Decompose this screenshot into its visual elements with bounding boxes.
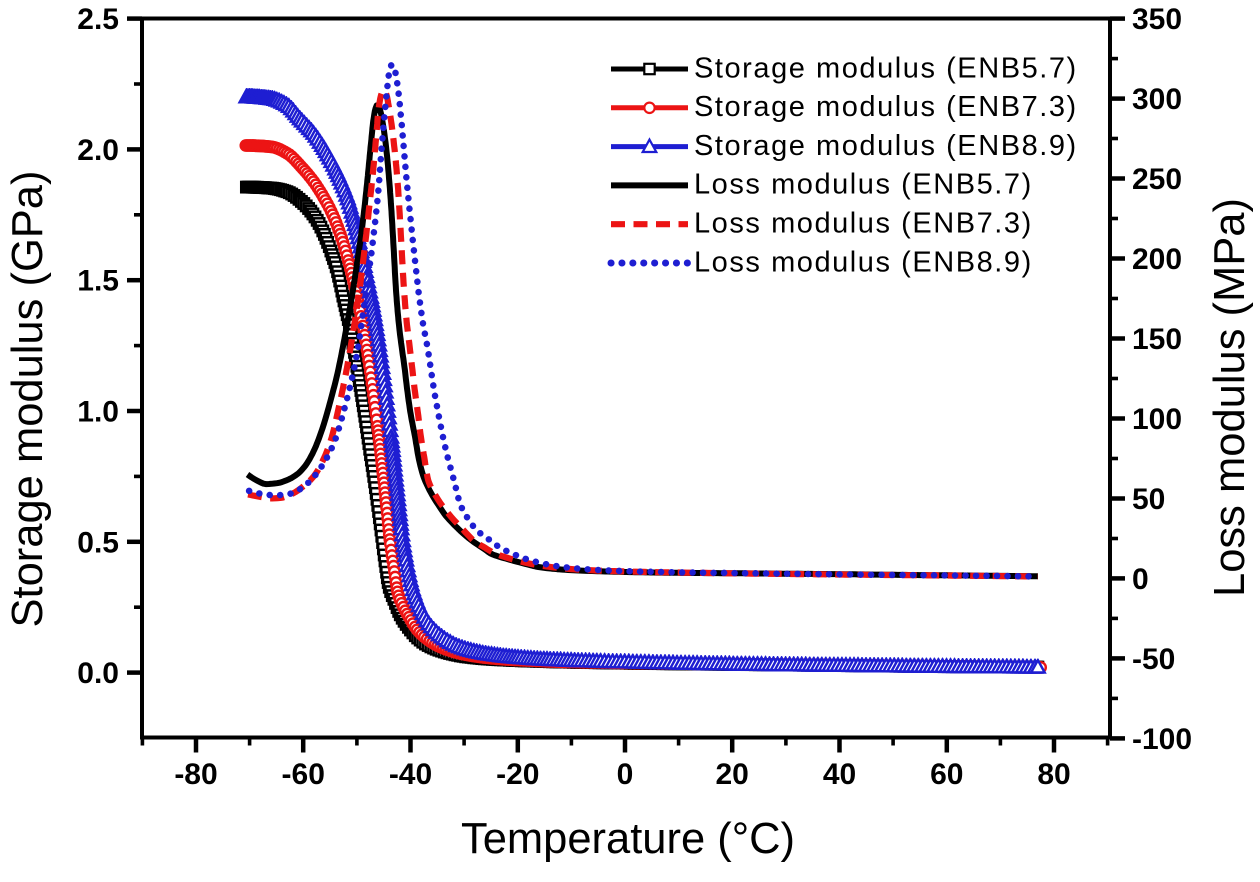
svg-text:Loss modulus (ENB5.7): Loss modulus (ENB5.7) xyxy=(694,169,1033,201)
svg-text:2.0: 2.0 xyxy=(77,134,119,167)
svg-text:-40: -40 xyxy=(389,758,432,791)
svg-text:40: 40 xyxy=(823,758,856,791)
svg-text:150: 150 xyxy=(1132,323,1182,356)
svg-text:20: 20 xyxy=(716,758,749,791)
svg-text:60: 60 xyxy=(930,758,963,791)
svg-text:1.0: 1.0 xyxy=(77,396,119,429)
svg-text:250: 250 xyxy=(1132,163,1182,196)
svg-text:Loss modulus (ENB8.9): Loss modulus (ENB8.9) xyxy=(694,246,1033,278)
svg-text:100: 100 xyxy=(1132,403,1182,436)
svg-text:50: 50 xyxy=(1132,483,1165,516)
svg-text:-20: -20 xyxy=(496,758,539,791)
svg-text:Temperature (°C): Temperature (°C) xyxy=(461,815,795,863)
svg-text:0: 0 xyxy=(617,758,634,791)
svg-text:Storage modulus (ENB8.9): Storage modulus (ENB8.9) xyxy=(694,130,1078,162)
svg-text:0.0: 0.0 xyxy=(77,657,119,690)
svg-text:Storage modulus (GPa): Storage modulus (GPa) xyxy=(4,171,52,628)
svg-text:-100: -100 xyxy=(1132,723,1192,756)
svg-text:0.5: 0.5 xyxy=(77,526,119,559)
svg-text:2.5: 2.5 xyxy=(77,3,119,36)
svg-text:-50: -50 xyxy=(1132,643,1175,676)
svg-text:Storage modulus (ENB5.7): Storage modulus (ENB5.7) xyxy=(694,52,1078,84)
svg-text:Storage modulus (ENB7.3): Storage modulus (ENB7.3) xyxy=(694,91,1078,123)
svg-text:Loss modulus (ENB7.3): Loss modulus (ENB7.3) xyxy=(694,208,1033,240)
svg-text:-80: -80 xyxy=(174,758,217,791)
svg-text:80: 80 xyxy=(1037,758,1070,791)
svg-text:Loss modulus (MPa): Loss modulus (MPa) xyxy=(1206,198,1254,597)
svg-text:200: 200 xyxy=(1132,243,1182,276)
svg-text:-60: -60 xyxy=(282,758,325,791)
svg-text:350: 350 xyxy=(1132,3,1182,36)
svg-text:0: 0 xyxy=(1132,563,1149,596)
svg-text:300: 300 xyxy=(1132,83,1182,116)
svg-text:1.5: 1.5 xyxy=(77,265,119,298)
